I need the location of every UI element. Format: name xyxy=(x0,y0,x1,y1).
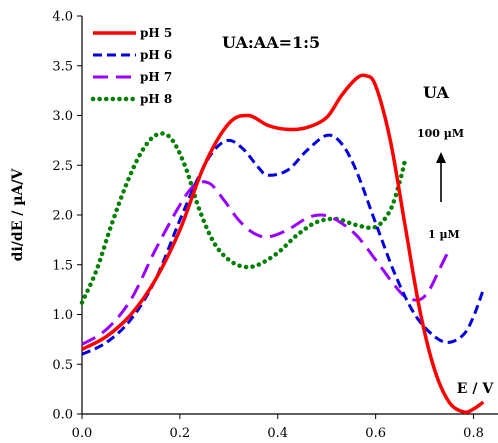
y-tick-label: 1.5 xyxy=(52,258,73,273)
y-tick-label: 4.0 xyxy=(52,10,73,25)
series-line-ph5 xyxy=(81,73,485,415)
x-tick-label: 0.8 xyxy=(463,426,484,441)
legend-label-ph8: pH 8 xyxy=(140,92,172,106)
x-tick-label: 0.6 xyxy=(365,426,386,441)
x-tick-label: 0.2 xyxy=(170,426,191,441)
legend-label-ph6: pH 6 xyxy=(140,48,172,62)
upper-conc-label: 100 µM xyxy=(417,127,464,140)
y-tick-label: 3.0 xyxy=(52,109,73,124)
series-line-ph8 xyxy=(79,131,408,305)
y-axis-title: di/dE / µA/V xyxy=(10,168,26,262)
analyte-annotation: UA xyxy=(423,83,449,102)
y-tick-label: 3.5 xyxy=(52,59,73,74)
y-axis-ticks: 0.0 0.5 1.0 1.5 2.0 2.5 3.0 3.5 4.0 xyxy=(52,10,82,423)
y-tick-label: 2.5 xyxy=(52,159,73,174)
x-axis-title: E / V xyxy=(457,381,495,397)
series-line-ph6 xyxy=(81,133,485,356)
series-layer xyxy=(79,73,485,415)
ratio-annotation: UA:AA=1:5 xyxy=(222,33,320,52)
x-axis-ticks: 0.0 0.2 0.4 0.6 0.8 xyxy=(72,414,484,441)
legend: pH 5 pH 6 pH 7 pH 8 xyxy=(90,26,172,106)
x-tick-label: 0.0 xyxy=(72,426,93,441)
series-line-ph7 xyxy=(81,180,451,346)
arrow-up-icon xyxy=(436,152,446,202)
y-tick-label: 0.5 xyxy=(52,358,73,373)
legend-label-ph7: pH 7 xyxy=(140,70,172,84)
y-tick-label: 0.0 xyxy=(52,408,73,423)
y-tick-label: 2.0 xyxy=(52,209,73,224)
y-tick-label: 1.0 xyxy=(52,308,73,323)
legend-label-ph5: pH 5 xyxy=(140,26,172,40)
lower-conc-label: 1 µM xyxy=(428,228,460,241)
x-tick-label: 0.4 xyxy=(267,426,288,441)
